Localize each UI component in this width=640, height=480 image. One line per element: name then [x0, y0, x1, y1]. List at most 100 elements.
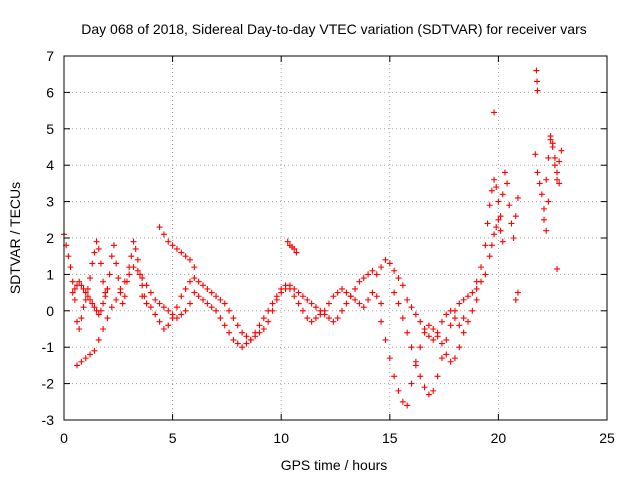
- data-point: [395, 300, 402, 307]
- data-point: [137, 271, 144, 278]
- data-point: [491, 176, 498, 183]
- data-point: [269, 300, 276, 307]
- data-point: [547, 133, 554, 140]
- data-point: [80, 285, 87, 292]
- data-point: [156, 300, 163, 307]
- data-point: [65, 253, 72, 260]
- data-point: [534, 169, 541, 176]
- data-point: [369, 267, 376, 274]
- data-point: [121, 278, 128, 285]
- data-point: [451, 355, 458, 362]
- data-point: [186, 300, 193, 307]
- data-point: [339, 285, 346, 292]
- data-point: [182, 307, 189, 314]
- grid-layer: [63, 55, 608, 421]
- data-point: [143, 282, 150, 289]
- data-point: [514, 289, 521, 296]
- data-point: [191, 275, 198, 282]
- data-point: [556, 158, 563, 165]
- data-point: [447, 358, 454, 365]
- y-tick-label: 0: [46, 303, 54, 319]
- data-point: [469, 307, 476, 314]
- data-point: [538, 191, 545, 198]
- data-point: [291, 245, 298, 252]
- chart-title: Day 068 of 2018, Sidereal Day-to-day VTE…: [81, 21, 587, 37]
- data-point: [165, 322, 172, 329]
- data-point: [126, 271, 133, 278]
- data-point: [295, 300, 302, 307]
- data-point: [554, 169, 561, 176]
- data-point: [347, 293, 354, 300]
- data-point: [308, 318, 315, 325]
- data-point: [460, 315, 467, 322]
- data-point: [460, 296, 467, 303]
- data-point: [213, 293, 220, 300]
- series-a: [61, 231, 150, 332]
- data-point: [226, 307, 233, 314]
- data-point: [404, 296, 411, 303]
- data-point: [382, 256, 389, 263]
- data-point: [408, 380, 415, 387]
- data-point: [69, 289, 76, 296]
- data-point: [95, 311, 102, 318]
- data-point: [76, 326, 83, 332]
- data-point: [356, 278, 363, 285]
- data-point: [549, 140, 556, 147]
- data-point: [87, 275, 94, 282]
- data-point: [412, 311, 419, 318]
- data-point: [104, 285, 111, 292]
- data-point: [464, 318, 471, 325]
- data-point: [173, 245, 180, 252]
- data-point: [217, 296, 224, 303]
- data-point: [554, 265, 561, 272]
- data-point: [117, 285, 124, 292]
- data-point: [178, 249, 185, 256]
- data-point: [169, 242, 176, 249]
- data-point: [443, 311, 450, 318]
- data-point: [495, 198, 502, 205]
- data-point: [226, 329, 233, 336]
- data-point: [191, 264, 198, 271]
- data-point: [260, 315, 267, 322]
- series-l: [486, 216, 506, 260]
- series-d: [156, 224, 198, 271]
- data-point: [317, 311, 324, 318]
- series-c: [69, 278, 111, 318]
- data-point: [221, 300, 228, 307]
- x-axis-label: GPS time / hours: [281, 457, 388, 473]
- data-point: [273, 293, 280, 300]
- data-point: [391, 267, 398, 274]
- data-point: [108, 304, 115, 311]
- data-point: [491, 109, 498, 116]
- data-point: [243, 340, 250, 347]
- series-i: [391, 271, 489, 398]
- data-point: [378, 264, 385, 271]
- y-tick-label: 7: [46, 48, 54, 64]
- data-point: [147, 304, 154, 311]
- data-point: [265, 307, 272, 314]
- data-point: [87, 296, 94, 303]
- data-point: [91, 249, 98, 256]
- data-point: [373, 271, 380, 278]
- axis-ticks: 0 5 10 15 20 25 -3 -2 -1 0 1 2 3 4 5 6 7: [42, 48, 615, 446]
- data-point: [239, 344, 246, 351]
- data-point: [82, 289, 89, 296]
- data-point: [304, 296, 311, 303]
- data-point: [182, 285, 189, 292]
- data-point: [286, 285, 293, 292]
- x-tick-label: 20: [491, 430, 507, 446]
- data-point: [139, 275, 146, 282]
- data-point: [508, 220, 515, 227]
- data-point: [556, 180, 563, 187]
- data-point: [134, 267, 141, 274]
- y-tick-label: 1: [46, 266, 54, 282]
- data-point: [278, 285, 285, 292]
- y-tick-label: 6: [46, 84, 54, 100]
- data-point: [130, 238, 137, 245]
- data-point: [497, 213, 504, 220]
- data-point: [534, 78, 541, 85]
- data-point: [451, 315, 458, 322]
- data-point: [130, 264, 137, 271]
- data-point: [256, 322, 263, 329]
